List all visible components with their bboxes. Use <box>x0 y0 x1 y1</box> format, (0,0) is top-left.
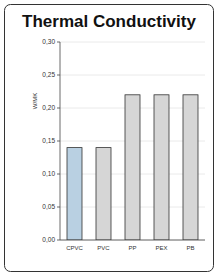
bar <box>183 95 198 240</box>
tick-mark <box>57 42 60 43</box>
grid-line <box>60 240 205 241</box>
tick-mark <box>57 141 60 142</box>
tick-label: 0,00 <box>42 236 55 243</box>
y-axis <box>60 42 61 240</box>
category-label: PP <box>128 245 136 251</box>
tick-mark <box>57 75 60 76</box>
tick-mark <box>57 108 60 109</box>
bar <box>67 148 82 240</box>
category-label: PB <box>186 245 194 251</box>
bar <box>96 148 111 240</box>
tick-label: 0,30 <box>42 38 55 45</box>
chart-container: Thermal Conductivity 0,00 0,05 0,10 0,15 0,20… <box>0 0 218 276</box>
y-axis-label: W/MK <box>32 93 38 109</box>
bar <box>154 95 169 240</box>
category-label: PVC <box>97 245 110 251</box>
tick-mark <box>57 240 60 241</box>
title: Thermal Conductivity <box>22 12 196 31</box>
tick-mark <box>57 174 60 175</box>
category-label: PEX <box>155 245 167 251</box>
frame <box>5 5 214 272</box>
tick-label: 0,25 <box>42 71 55 78</box>
tick-label: 0,20 <box>42 104 55 111</box>
grid-line <box>60 75 205 76</box>
bar <box>125 95 140 240</box>
bars <box>67 95 198 240</box>
tick-mark <box>57 207 60 208</box>
x-axis <box>60 240 205 241</box>
category-label: CPVC <box>66 245 83 251</box>
tick-label: 0,15 <box>42 137 55 144</box>
grid-line <box>60 42 205 43</box>
chart-svg: Thermal Conductivity 0,00 0,05 0,10 0,15 0,20… <box>0 0 218 276</box>
tick-label: 0,05 <box>42 203 55 210</box>
tick-label: 0,10 <box>42 170 55 177</box>
